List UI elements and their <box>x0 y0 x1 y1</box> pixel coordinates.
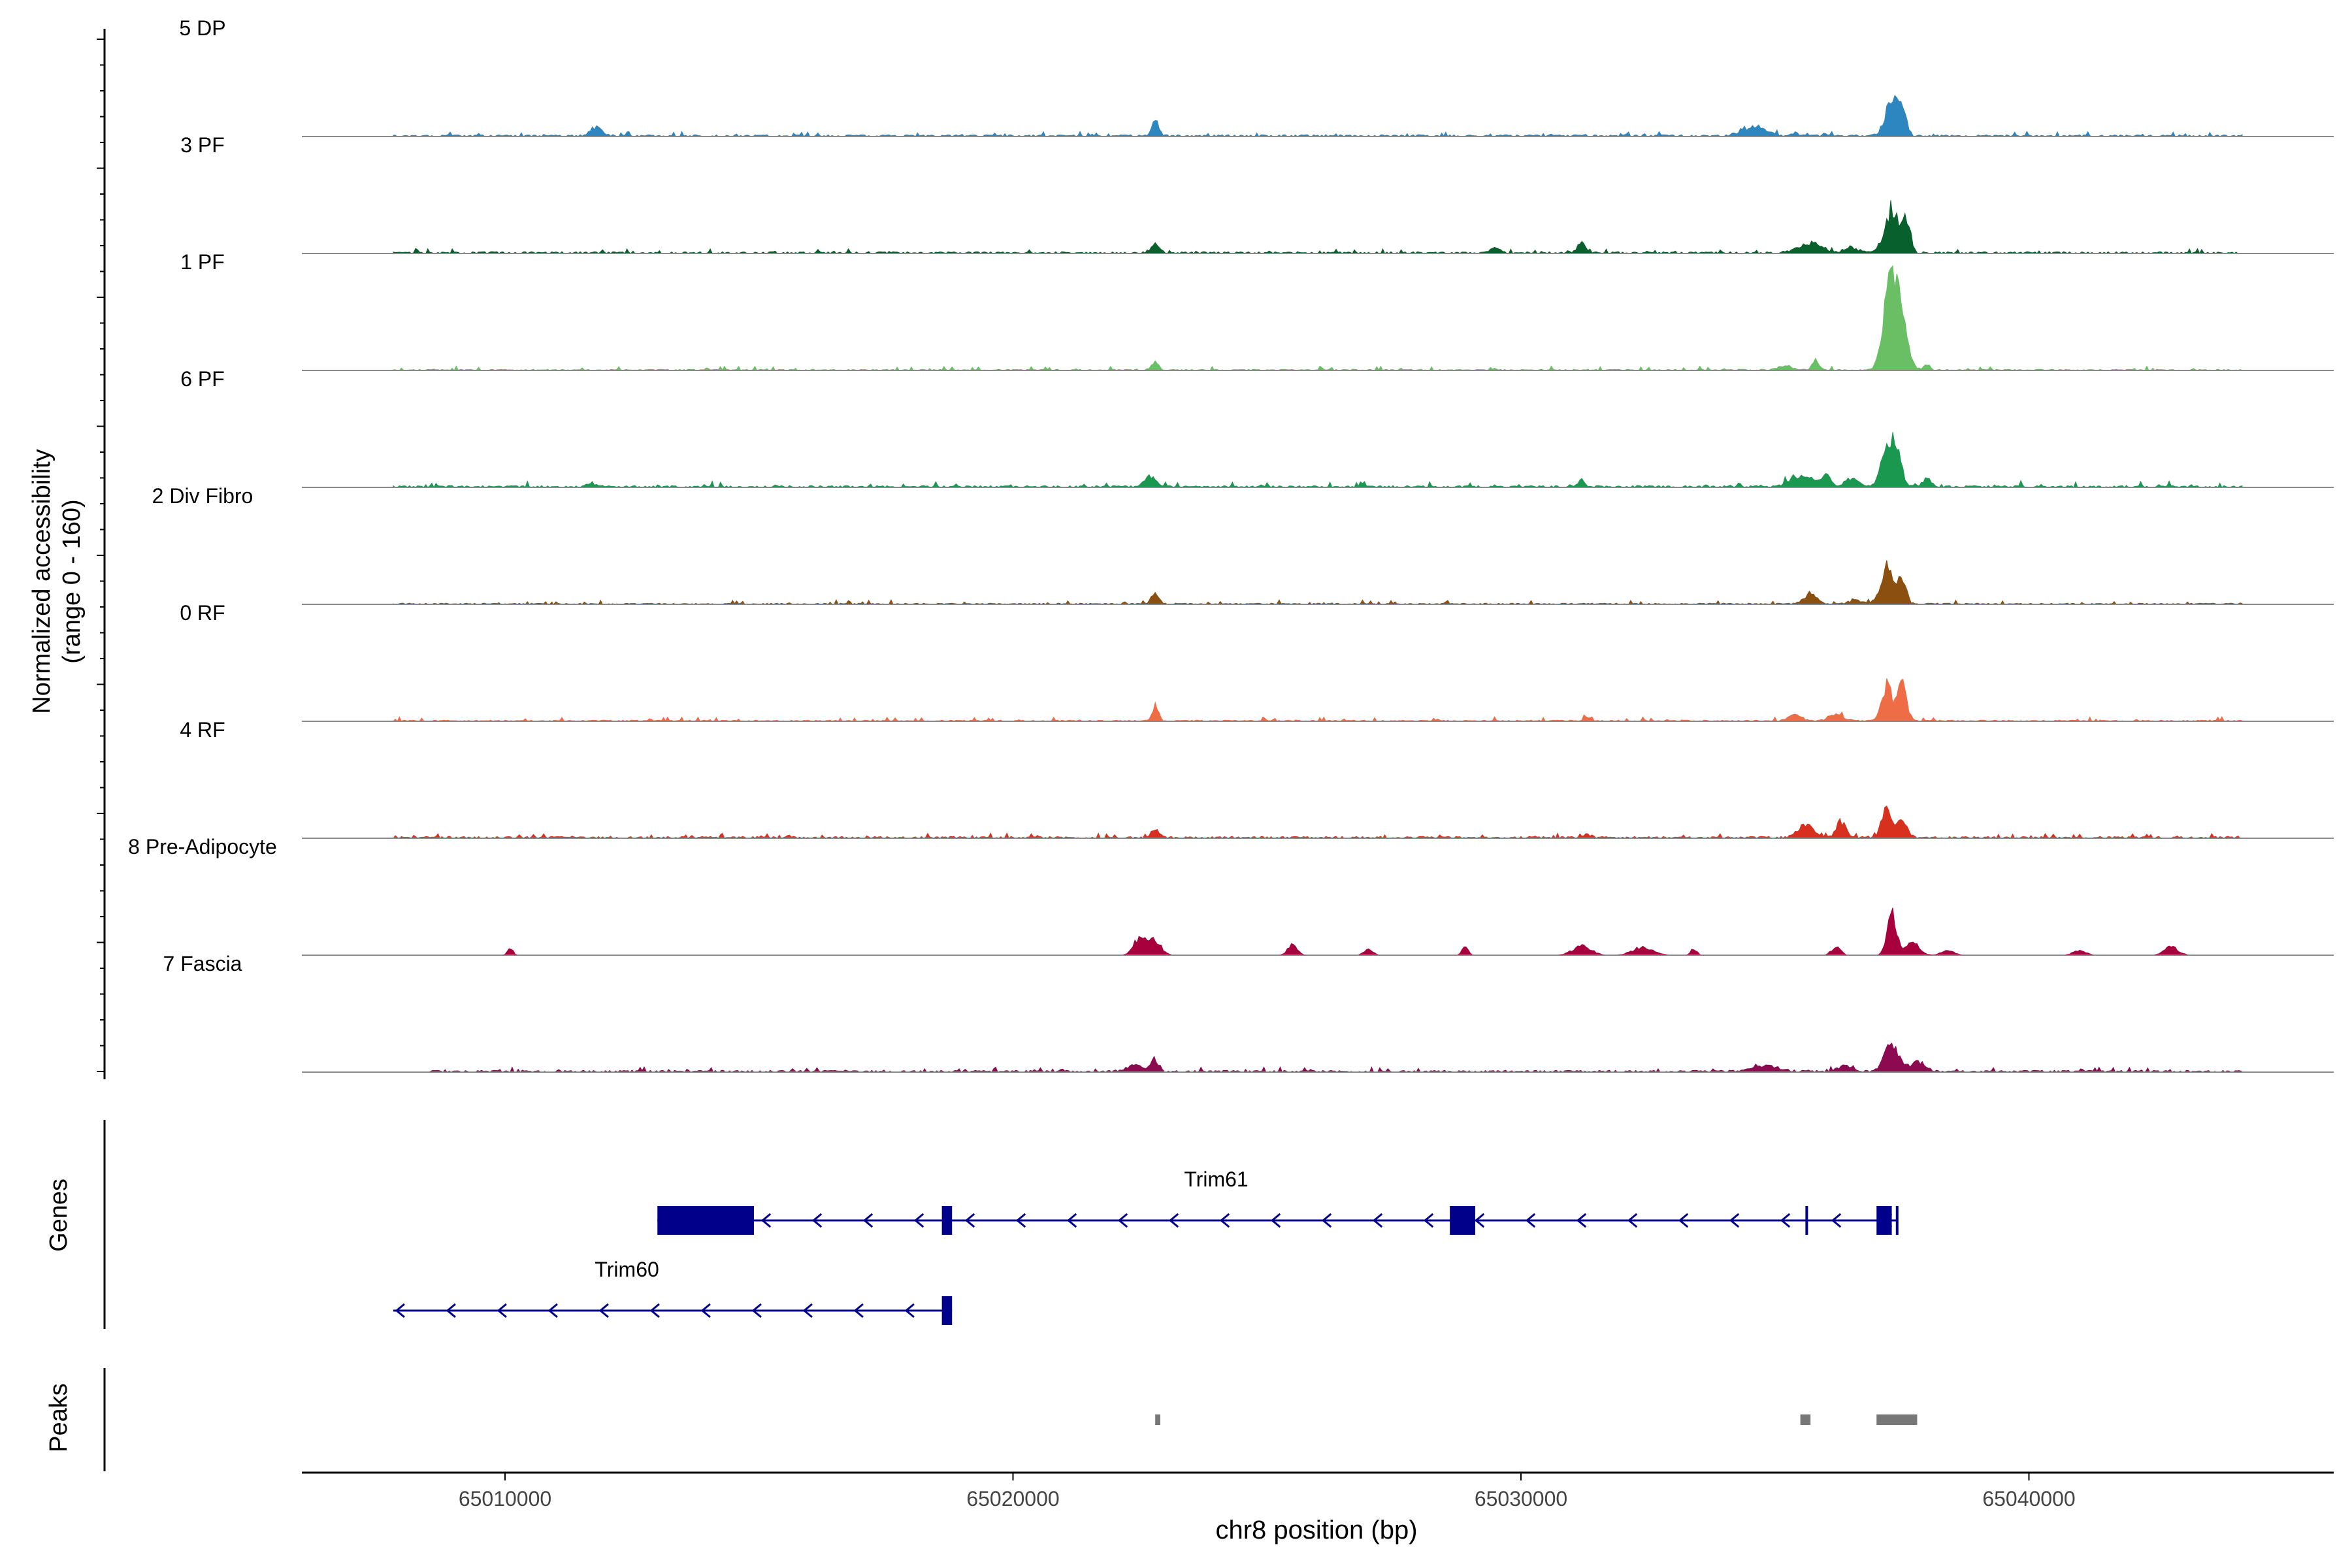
peak-region <box>1800 1414 1811 1425</box>
gene-label: Trim61 <box>1184 1168 1248 1191</box>
x-tick-label: 65030000 <box>1475 1487 1567 1511</box>
x-tick-label: 65020000 <box>966 1487 1059 1511</box>
strand-arrow <box>1423 1213 1434 1228</box>
track-5: 2 Div Fibro <box>152 484 2334 605</box>
track-label: 4 RF <box>180 718 225 742</box>
exon <box>1450 1206 1476 1235</box>
track-9: 7 Fascia <box>163 952 2334 1073</box>
strand-arrow <box>700 1303 711 1318</box>
track-2: 3 PF <box>180 133 2334 255</box>
track-4: 6 PF <box>180 367 2334 489</box>
strand-arrow <box>1678 1213 1689 1228</box>
strand-arrow <box>497 1303 507 1318</box>
strand-arrow <box>760 1213 772 1228</box>
strand-arrow <box>1780 1213 1791 1228</box>
x-tick-label: 65010000 <box>459 1487 551 1511</box>
y-axis-subtitle: (range 0 - 160) <box>58 499 86 663</box>
exon <box>657 1206 754 1235</box>
peak-region <box>1876 1414 1918 1425</box>
track-label: 8 Pre-Adipocyte <box>128 835 277 858</box>
strand-arrow <box>913 1213 924 1228</box>
track-7: 4 RF <box>180 718 2334 840</box>
track-label: 3 PF <box>180 133 225 157</box>
strand-arrow <box>649 1303 660 1318</box>
gene-trim60: Trim60 <box>393 1258 953 1325</box>
strand-arrow <box>1474 1213 1485 1228</box>
track-label: 2 Div Fibro <box>152 484 253 508</box>
strand-arrow <box>904 1303 915 1318</box>
peaks-track-label: Peaks <box>45 1383 73 1452</box>
peak-region <box>1155 1414 1160 1425</box>
strand-arrow <box>1831 1213 1842 1228</box>
exon <box>1805 1206 1808 1235</box>
track-8: 8 Pre-Adipocyte <box>128 835 2334 956</box>
track-label: 6 PF <box>180 367 225 391</box>
strand-arrow <box>1321 1213 1332 1228</box>
strand-arrow <box>1372 1213 1383 1228</box>
track-label: 0 RF <box>180 601 225 625</box>
coverage-area <box>393 95 2243 137</box>
strand-arrow <box>802 1303 813 1318</box>
peaks-track <box>1155 1414 1918 1425</box>
strand-arrow <box>547 1303 558 1318</box>
strand-arrow <box>395 1303 405 1318</box>
y-axis-title: Normalized accessibility <box>28 449 56 713</box>
gene-track: Trim61 Trim60 <box>393 1168 1899 1325</box>
exon <box>1895 1206 1899 1235</box>
strand-arrow <box>853 1303 864 1318</box>
track-1: 5 DP <box>179 16 2334 137</box>
strand-arrow <box>1168 1213 1179 1228</box>
strand-arrow <box>1576 1213 1587 1228</box>
exon <box>941 1296 953 1325</box>
strand-arrow <box>964 1213 975 1228</box>
strand-arrow <box>598 1303 609 1318</box>
gene-trim61: Trim61 <box>657 1168 1899 1235</box>
strand-arrow <box>1015 1213 1026 1228</box>
track-label: 1 PF <box>180 250 225 274</box>
strand-arrow <box>811 1213 823 1228</box>
exon <box>941 1206 953 1235</box>
axes: 65010000 65020000 65030000 65040000 <box>97 29 2334 1511</box>
x-axis-title: chr8 position (bp) <box>1215 1516 1417 1544</box>
track-label: 7 Fascia <box>163 952 242 975</box>
exon <box>1876 1206 1892 1235</box>
x-tick-label: 65040000 <box>1982 1487 2075 1511</box>
strand-arrow <box>1219 1213 1230 1228</box>
strand-arrow <box>446 1303 456 1318</box>
gene-label: Trim60 <box>595 1258 659 1281</box>
track-3: 1 PF <box>180 250 2334 371</box>
accessibility-tracks: 5 DP 3 PF 1 PF 6 PF 2 Div Fibro 0 RF 4 RF 8 Pre… <box>128 16 2334 1073</box>
strand-arrow <box>1729 1213 1740 1228</box>
track-6: 0 RF <box>180 601 2334 722</box>
strand-arrow <box>1066 1213 1077 1228</box>
strand-arrow <box>862 1213 874 1228</box>
strand-arrow <box>1525 1213 1536 1228</box>
genes-track-label: Genes <box>45 1179 73 1252</box>
strand-arrow <box>751 1303 762 1318</box>
strand-arrow <box>1117 1213 1128 1228</box>
strand-arrow <box>1627 1213 1638 1228</box>
track-label: 5 DP <box>179 16 225 40</box>
strand-arrow <box>1270 1213 1281 1228</box>
